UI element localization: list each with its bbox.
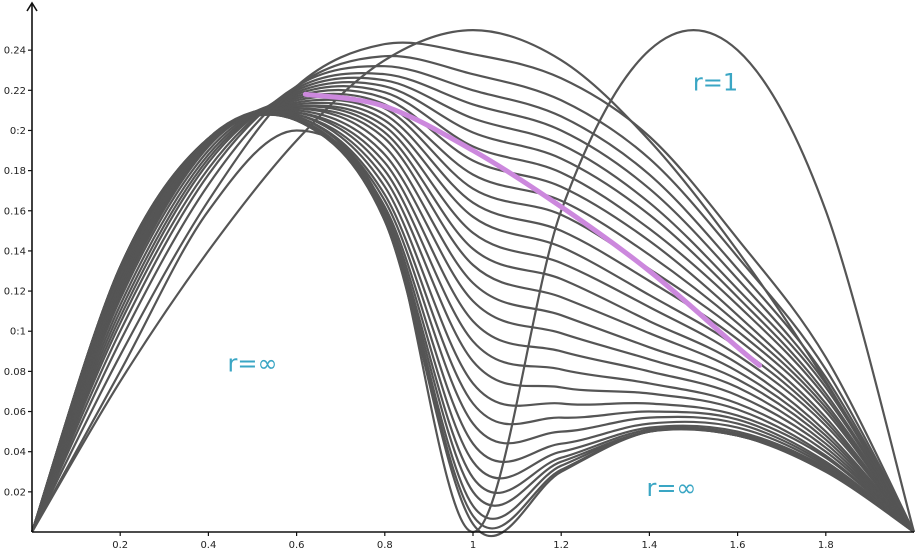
x-tick-label: 1.6 xyxy=(730,540,746,551)
x-tick-label: 1 xyxy=(470,540,476,551)
x-tick-label: 0.6 xyxy=(289,540,305,551)
x-tick-label: 0.8 xyxy=(377,540,393,551)
y-tick-label: 0:2 xyxy=(10,126,26,137)
y-tick-label: 0.18 xyxy=(4,166,26,177)
series-line-4 xyxy=(32,114,914,532)
y-tick-label: 0.08 xyxy=(4,367,26,378)
curve-group xyxy=(32,30,914,536)
annotation-label-1: r=1 xyxy=(693,68,738,96)
y-tick-label: 0.06 xyxy=(4,407,26,418)
x-tick-label: 1.2 xyxy=(553,540,569,551)
x-tick-label: 1.4 xyxy=(641,540,657,551)
y-tick-label: 0.12 xyxy=(4,287,26,298)
y-tick-label: 0.14 xyxy=(4,246,26,257)
y-tick-label: 0.24 xyxy=(4,46,26,57)
y-tick-label: 0.22 xyxy=(4,86,26,97)
series-line-21 xyxy=(32,100,914,532)
series-line-24 xyxy=(32,90,914,532)
annotation-label-3: r=∞ xyxy=(646,474,696,502)
series-line-2 xyxy=(32,114,914,536)
y-tick-label: 0.04 xyxy=(4,447,26,458)
y-tick-label: 0.16 xyxy=(4,206,26,217)
y-tick-label: 0:1 xyxy=(10,327,26,338)
series-line-20 xyxy=(32,103,914,532)
series-line-3 xyxy=(32,114,914,532)
axes xyxy=(27,3,914,532)
x-tick-label: 1.8 xyxy=(818,540,834,551)
x-tick-label: 0.4 xyxy=(200,540,216,551)
x-tick-label: 0.2 xyxy=(112,540,128,551)
y-tick-label: 0.02 xyxy=(4,487,26,498)
series-line-6 xyxy=(32,115,914,532)
series-line-5 xyxy=(32,114,914,532)
annotation-label-2: r=∞ xyxy=(228,349,278,377)
series-line-8 xyxy=(32,114,914,532)
